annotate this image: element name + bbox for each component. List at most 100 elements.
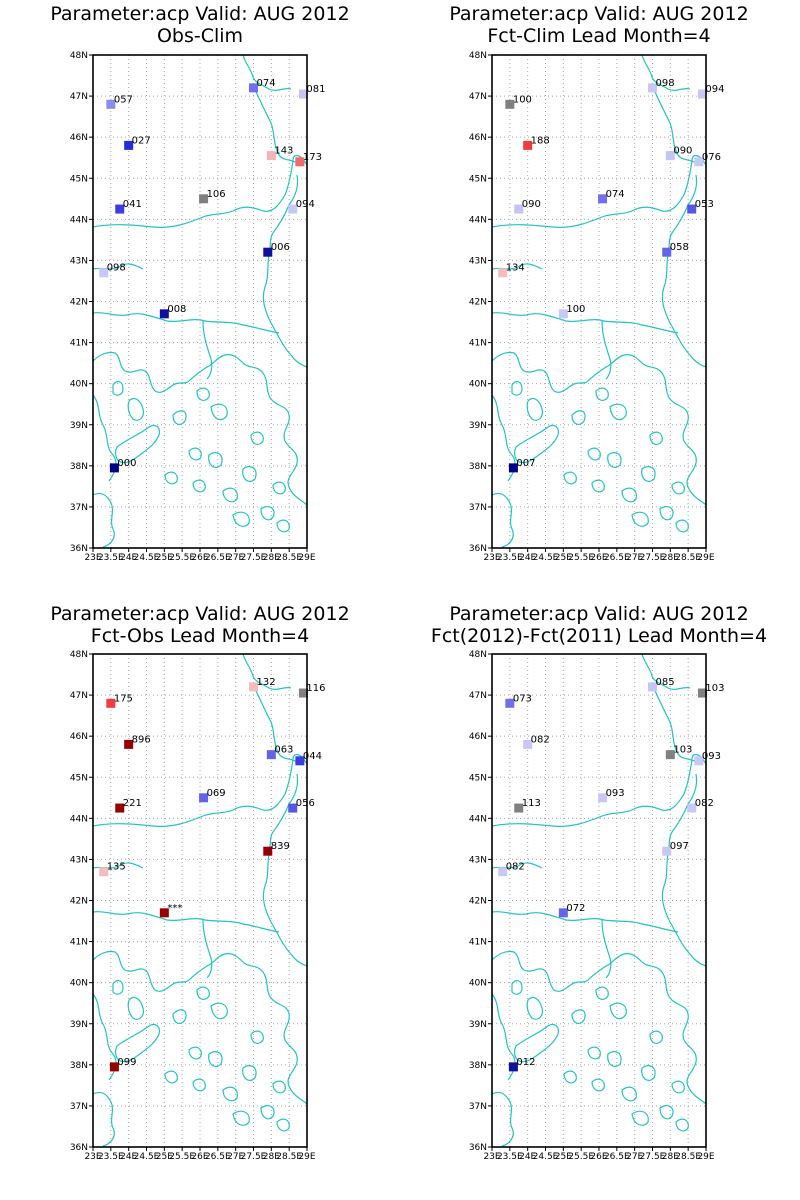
grid-lines: [92, 653, 308, 1148]
map-area: 073 085 103 082 103 093 093 113 082 097 082 072 012 3…: [469, 650, 725, 1162]
station-marker: [109, 463, 119, 473]
station-label: 053: [695, 199, 714, 210]
station-label: 221: [123, 798, 142, 809]
lon-tick-label: 26.5E: [205, 553, 231, 563]
station-marker: [99, 268, 109, 278]
lat-tick-label: 47N: [469, 92, 487, 102]
station-marker: [505, 99, 515, 109]
lon-tick-label: 25.5E: [169, 553, 195, 563]
station-marker: [697, 89, 707, 99]
lon-tick-label: 26E: [590, 553, 607, 563]
lat-tick-label: 36N: [469, 1143, 487, 1153]
lat-tick-label: 44N: [469, 814, 487, 824]
station-label: 896: [132, 734, 151, 745]
station-label: 098: [107, 263, 126, 274]
lon-tick-label: 27.5E: [640, 553, 666, 563]
lon-tick-label: 24E: [120, 1152, 137, 1162]
lat-tick-label: 42N: [70, 298, 88, 308]
station-marker: [508, 463, 518, 473]
lat-tick-label: 48N: [70, 650, 88, 660]
lon-tick-label: 29E: [697, 1152, 714, 1162]
station-marker: [508, 1062, 518, 1072]
lat-tick-label: 38N: [70, 462, 88, 472]
station-label: 041: [123, 199, 142, 210]
lon-tick-label: 26E: [191, 1152, 208, 1162]
station-label: 000: [117, 458, 136, 469]
station-marker: [159, 309, 169, 319]
station-label: 175: [114, 693, 133, 704]
station-marker: [598, 194, 608, 204]
station-label: 056: [296, 798, 315, 809]
station-label: 008: [167, 304, 186, 315]
lat-tick-label: 44N: [70, 814, 88, 824]
lon-tick-label: 28.5E: [675, 553, 701, 563]
station-label: 082: [695, 798, 714, 809]
lat-tick-label: 44N: [70, 215, 88, 225]
station-label: 113: [522, 798, 541, 809]
station-marker: [694, 157, 704, 167]
lat-tick-label: 42N: [469, 298, 487, 308]
station-label: 082: [506, 862, 525, 873]
station-label: 103: [705, 683, 724, 694]
station-marker: [523, 739, 533, 749]
panel-subtitle: Fct-Clim Lead Month=4: [487, 25, 710, 47]
panel-title: Parameter:acp Valid: AUG 2012: [449, 3, 748, 25]
lon-tick-label: 23E: [84, 553, 101, 563]
station-label: 093: [606, 788, 625, 799]
panel-title: Parameter:acp Valid: AUG 2012: [449, 603, 748, 625]
lon-tick-label: 27E: [227, 1152, 244, 1162]
lon-tick-label: 29E: [298, 1152, 315, 1162]
station-marker: [249, 682, 258, 692]
station-marker: [106, 99, 116, 109]
station-label: 058: [670, 242, 689, 253]
station-marker: [109, 1062, 119, 1072]
station-label: 132: [257, 677, 276, 688]
lon-tick-label: 27.5E: [241, 1152, 267, 1162]
station-label: 134: [506, 263, 525, 274]
panels-root: Parameter:acp Valid: AUG 2012Obs-Clim057…: [50, 3, 767, 1162]
lon-tick-label: 26E: [191, 553, 208, 563]
station-marker: [266, 151, 276, 161]
station-marker: [558, 309, 568, 319]
station-marker: [249, 83, 258, 93]
station-label: 093: [702, 751, 721, 762]
lon-tick-label: 28E: [662, 553, 679, 563]
lon-tick-label: 23E: [483, 553, 500, 563]
lat-tick-label: 43N: [70, 855, 88, 865]
station-marker: [648, 83, 657, 93]
station-marker: [598, 793, 608, 803]
lon-tick-label: 28E: [263, 1152, 280, 1162]
panel-title: Parameter:acp Valid: AUG 2012: [50, 3, 349, 25]
station-label: 099: [117, 1057, 136, 1068]
lat-tick-label: 41N: [70, 938, 88, 948]
map-panel: Parameter:acp Valid: AUG 2012Fct(2012)-F…: [431, 603, 767, 1162]
station-label: 074: [257, 78, 276, 89]
lon-tick-label: 23E: [84, 1152, 101, 1162]
lon-tick-label: 24E: [519, 1152, 536, 1162]
station-label: 006: [271, 242, 290, 253]
map-area: 057 074 081 027 143 173 106 041 094 006 098 008 000 3…: [70, 51, 326, 563]
lat-tick-label: 36N: [70, 1143, 88, 1153]
station-label: 044: [303, 751, 322, 762]
station-label: 100: [566, 304, 585, 315]
station-label: 073: [513, 693, 532, 704]
station-label: 027: [132, 135, 151, 146]
lon-tick-label: 24.5E: [533, 1152, 559, 1162]
lon-tick-label: 26.5E: [604, 1152, 630, 1162]
lon-tick-label: 29E: [298, 553, 315, 563]
lon-tick-label: 28.5E: [276, 1152, 302, 1162]
station-label: 094: [705, 84, 724, 95]
lon-tick-label: 25E: [555, 553, 572, 563]
lon-tick-label: 28.5E: [675, 1152, 701, 1162]
lon-tick-label: 26E: [590, 1152, 607, 1162]
station-marker: [687, 803, 697, 813]
station-marker: [124, 739, 134, 749]
map-area: 175 132 116 896 063 044 069 221 056 839 135 *** 099 3…: [70, 650, 326, 1162]
lon-tick-label: 27.5E: [241, 553, 267, 563]
station-marker: [514, 803, 524, 813]
station-marker: [523, 140, 533, 150]
